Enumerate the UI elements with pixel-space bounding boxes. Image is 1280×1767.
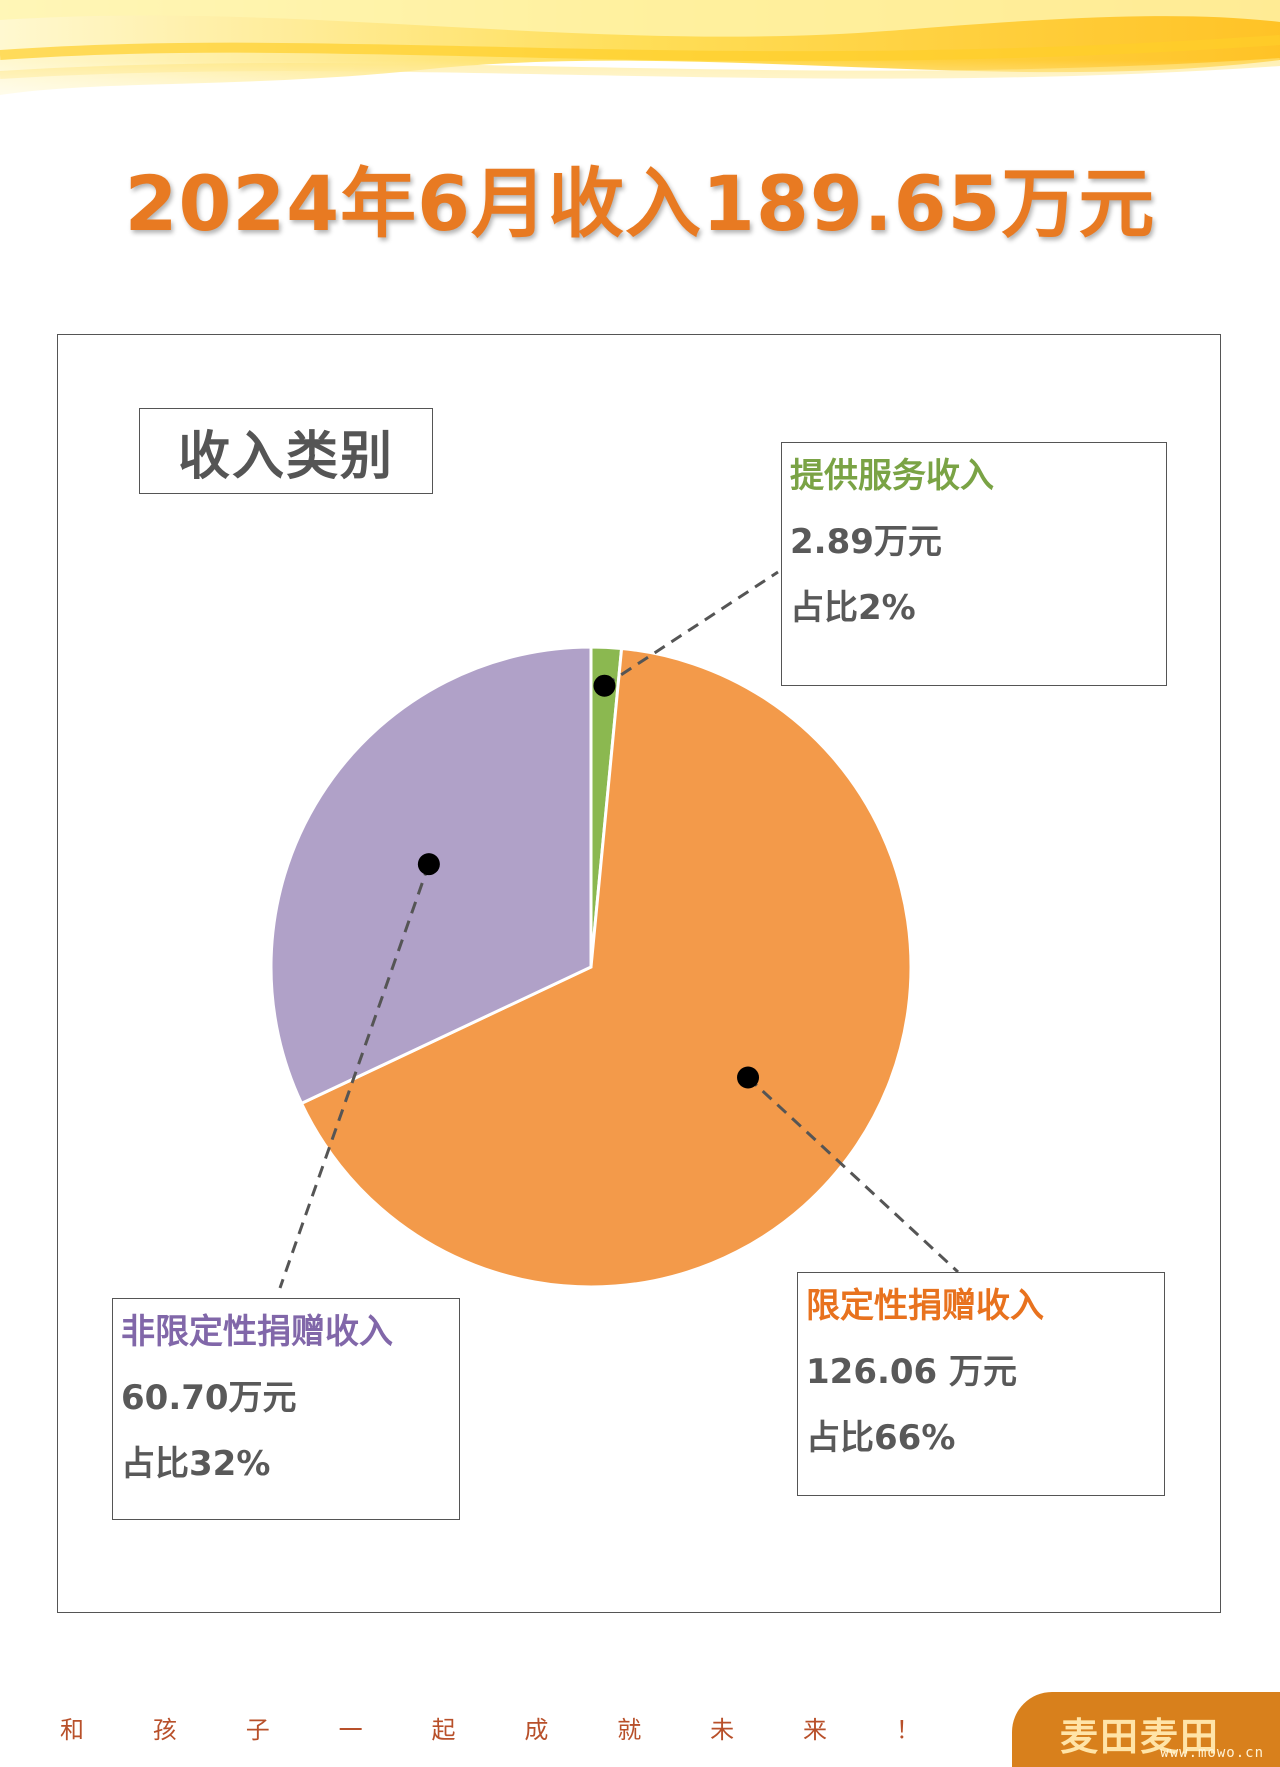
footer-slogan: 和 孩 子 一 起 成 就 未 来 ！ [60, 1710, 920, 1745]
slogan-char: 孩 [152, 1716, 177, 1744]
logo-url: www.mowo.cn [1160, 1745, 1264, 1761]
top-banner [0, 0, 1280, 120]
slice-share-unrestricted: 占比32% [121, 1444, 271, 1484]
slice-name-unrestricted: 非限定性捐赠收入 [121, 1312, 393, 1352]
label-box-service: 提供服务收入 2.89万元 占比2% [781, 442, 1167, 686]
pie-slice-restricted [299, 646, 913, 1289]
logo-text: 麦田麦田 [1060, 1715, 1221, 1759]
slice-amount-restricted: 126.06 万元 [806, 1352, 1018, 1392]
slice-amount-service: 2.89万元 [790, 522, 942, 562]
page-title: 2024年6月收入189.65万元 [124, 159, 1156, 248]
slogan-char: 成 [524, 1716, 549, 1744]
leader-dot [593, 674, 616, 697]
slice-share-service: 占比2% [790, 588, 916, 628]
slogan-char: 来 [803, 1716, 827, 1744]
pie-slice-unrestricted [269, 645, 593, 1106]
category-label: 收入类别 [139, 408, 433, 494]
slogan-char: 一 [338, 1716, 363, 1744]
leader-dot [737, 1066, 760, 1089]
leader-line [747, 1076, 960, 1274]
slogan-char: 未 [710, 1716, 735, 1744]
leader-dot [417, 853, 440, 876]
slogan-char: 子 [245, 1716, 270, 1744]
leader-line [603, 570, 779, 687]
slice-name-service: 提供服务收入 [790, 456, 994, 496]
brand-logo: 麦田麦田 www.mowo.cn [1012, 1692, 1280, 1767]
leader-line [278, 863, 431, 1289]
label-box-restricted: 限定性捐赠收入 126.06 万元 占比66% [797, 1272, 1165, 1496]
slogan-char: 和 [60, 1716, 84, 1744]
slice-share-restricted: 占比66% [806, 1418, 956, 1458]
slogan-char: 就 [617, 1716, 642, 1744]
slogan-char: ！ [895, 1716, 920, 1744]
chart-frame [57, 334, 1221, 1613]
slice-amount-unrestricted: 60.70万元 [121, 1378, 297, 1418]
label-box-unrestricted: 非限定性捐赠收入 60.70万元 占比32% [112, 1298, 460, 1520]
slogan-char: 起 [431, 1716, 456, 1744]
slice-name-restricted: 限定性捐赠收入 [806, 1286, 1044, 1326]
